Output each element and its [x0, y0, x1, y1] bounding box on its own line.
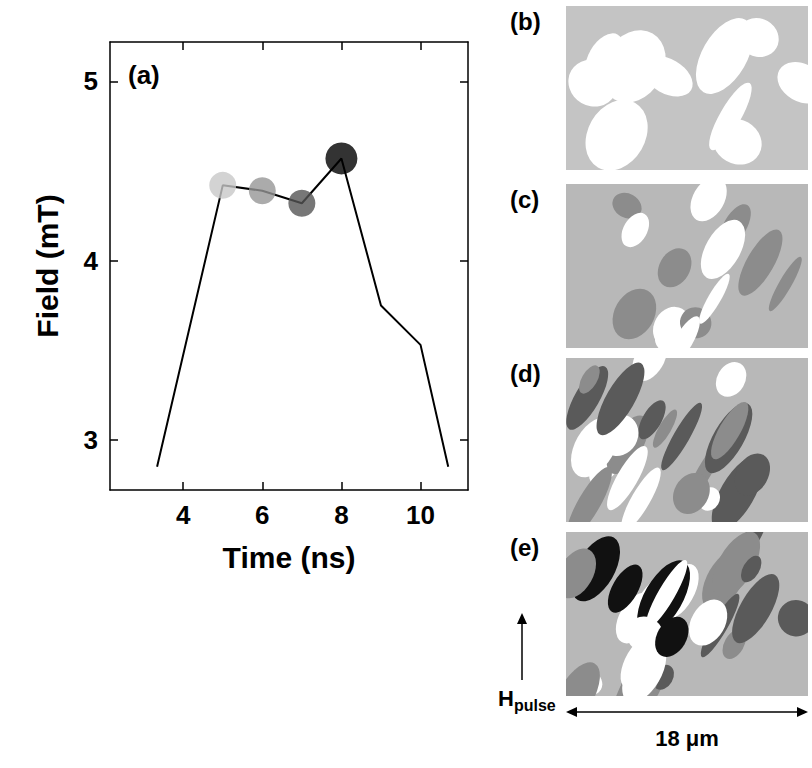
html-text:18 μm: 18 μm — [655, 726, 719, 751]
svg-text:4: 4 — [176, 500, 191, 530]
html-text:(d): (d) — [510, 360, 541, 387]
html-text:(b): (b) — [510, 8, 541, 35]
svg-text:8: 8 — [334, 500, 348, 530]
svg-text:10: 10 — [406, 500, 435, 530]
svg-text:Time (ns): Time (ns) — [223, 541, 356, 574]
svg-text:4: 4 — [84, 246, 99, 276]
html-text:(e): (e) — [510, 534, 540, 561]
svg-text:3: 3 — [84, 425, 98, 455]
svg-text:6: 6 — [255, 500, 269, 530]
svg-text:Field (mT): Field (mT) — [31, 194, 64, 337]
svg-text:(a): (a) — [128, 60, 160, 90]
svg-text:5: 5 — [84, 66, 98, 96]
html-text:Hpulse: Hpulse — [498, 686, 556, 715]
html-text:(c): (c) — [510, 186, 540, 213]
